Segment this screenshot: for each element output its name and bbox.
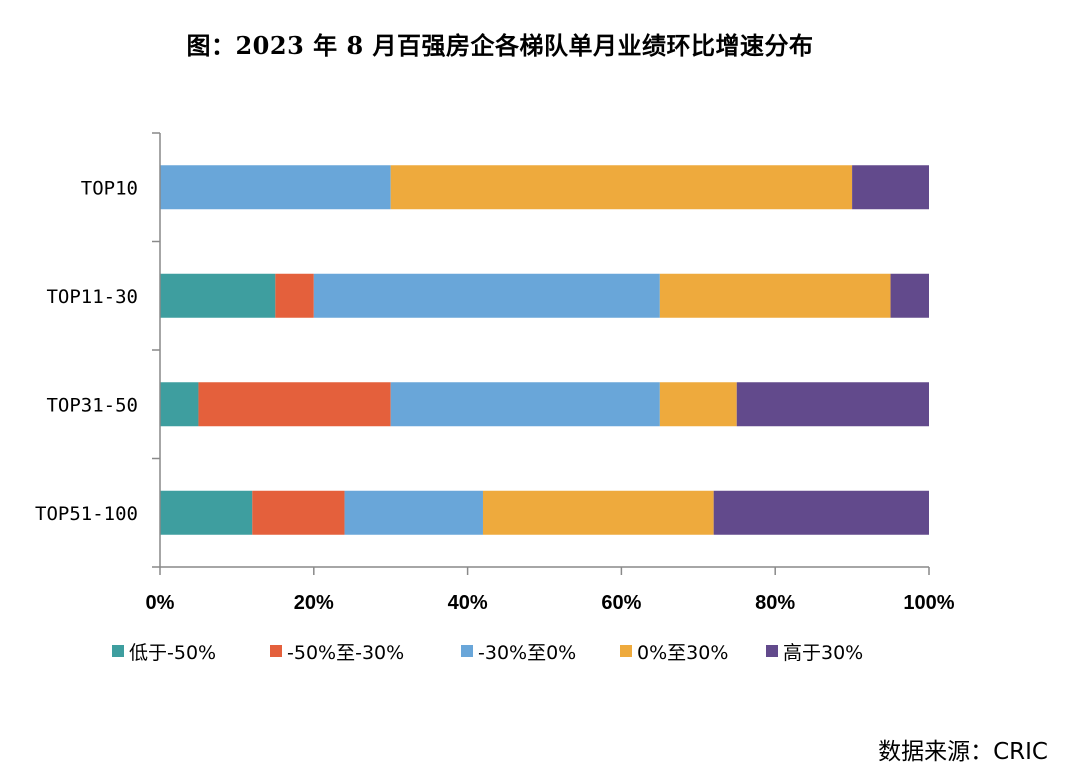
stacked-bar-chart: TOP10 TOP11-30 TOP31-50 TOP51-100 0% 20% 40% 60… — [35, 132, 955, 664]
bar-top10-series-2 — [160, 165, 391, 210]
legend-swatch-0 — [112, 645, 124, 657]
x-tick-label-2: 40% — [448, 592, 488, 614]
legend-label-0: 低于-50% — [129, 642, 216, 664]
legend-label-1: -50%至-30% — [287, 642, 404, 664]
x-tick-label-1: 20% — [294, 592, 334, 614]
bar-top31-50-series-3 — [659, 382, 737, 427]
x-tick-label-3: 60% — [601, 592, 641, 614]
y-tick-label-top11-30: TOP11-30 — [46, 286, 138, 308]
legend-label-3: 0%至30% — [637, 642, 728, 664]
bar-top51-100-series-3 — [482, 490, 714, 535]
bar-top51-100-series-1 — [252, 490, 345, 535]
axes-layer: TOP10 TOP11-30 TOP31-50 TOP51-100 0% 20% 40% 60… — [35, 132, 955, 614]
chart-title: 图：2023 年 8 月百强房企各梯队单月业绩环比增速分布 — [186, 31, 814, 60]
bar-top51-100-series-4 — [713, 490, 929, 535]
bar-top51-100-series-0 — [160, 490, 253, 535]
legend-swatch-4 — [766, 645, 778, 657]
data-source: 数据来源：CRIC — [878, 739, 1048, 765]
bars-layer — [160, 165, 929, 535]
bar-top31-50-series-4 — [736, 382, 929, 427]
legend-label-4: 高于30% — [783, 642, 863, 664]
y-tick-label-top10: TOP10 — [81, 177, 138, 199]
bar-top11-30-series-3 — [659, 273, 891, 318]
legend-swatch-3 — [620, 645, 632, 657]
bar-top31-50-series-0 — [160, 382, 199, 427]
x-tick-label-0: 0% — [146, 592, 175, 614]
y-tick-label-top31-50: TOP31-50 — [46, 394, 138, 416]
bar-top31-50-series-2 — [390, 382, 660, 427]
bar-top31-50-series-1 — [198, 382, 391, 427]
bar-top11-30-series-1 — [275, 273, 314, 318]
bar-top51-100-series-2 — [344, 490, 483, 535]
legend-swatch-1 — [270, 645, 282, 657]
legend: 低于-50% -50%至-30% -30%至0% 0%至30% 高于30% — [112, 642, 863, 664]
bar-top10-series-4 — [852, 165, 929, 210]
legend-label-2: -30%至0% — [478, 642, 576, 664]
legend-swatch-2 — [461, 645, 473, 657]
x-tick-label-4: 80% — [755, 592, 795, 614]
x-tick-label-5: 100% — [903, 592, 954, 614]
bar-top10-series-3 — [390, 165, 853, 210]
bar-top11-30-series-0 — [160, 273, 276, 318]
bar-top11-30-series-4 — [890, 273, 929, 318]
y-tick-label-top51-100: TOP51-100 — [35, 503, 138, 525]
bar-top11-30-series-2 — [313, 273, 660, 318]
